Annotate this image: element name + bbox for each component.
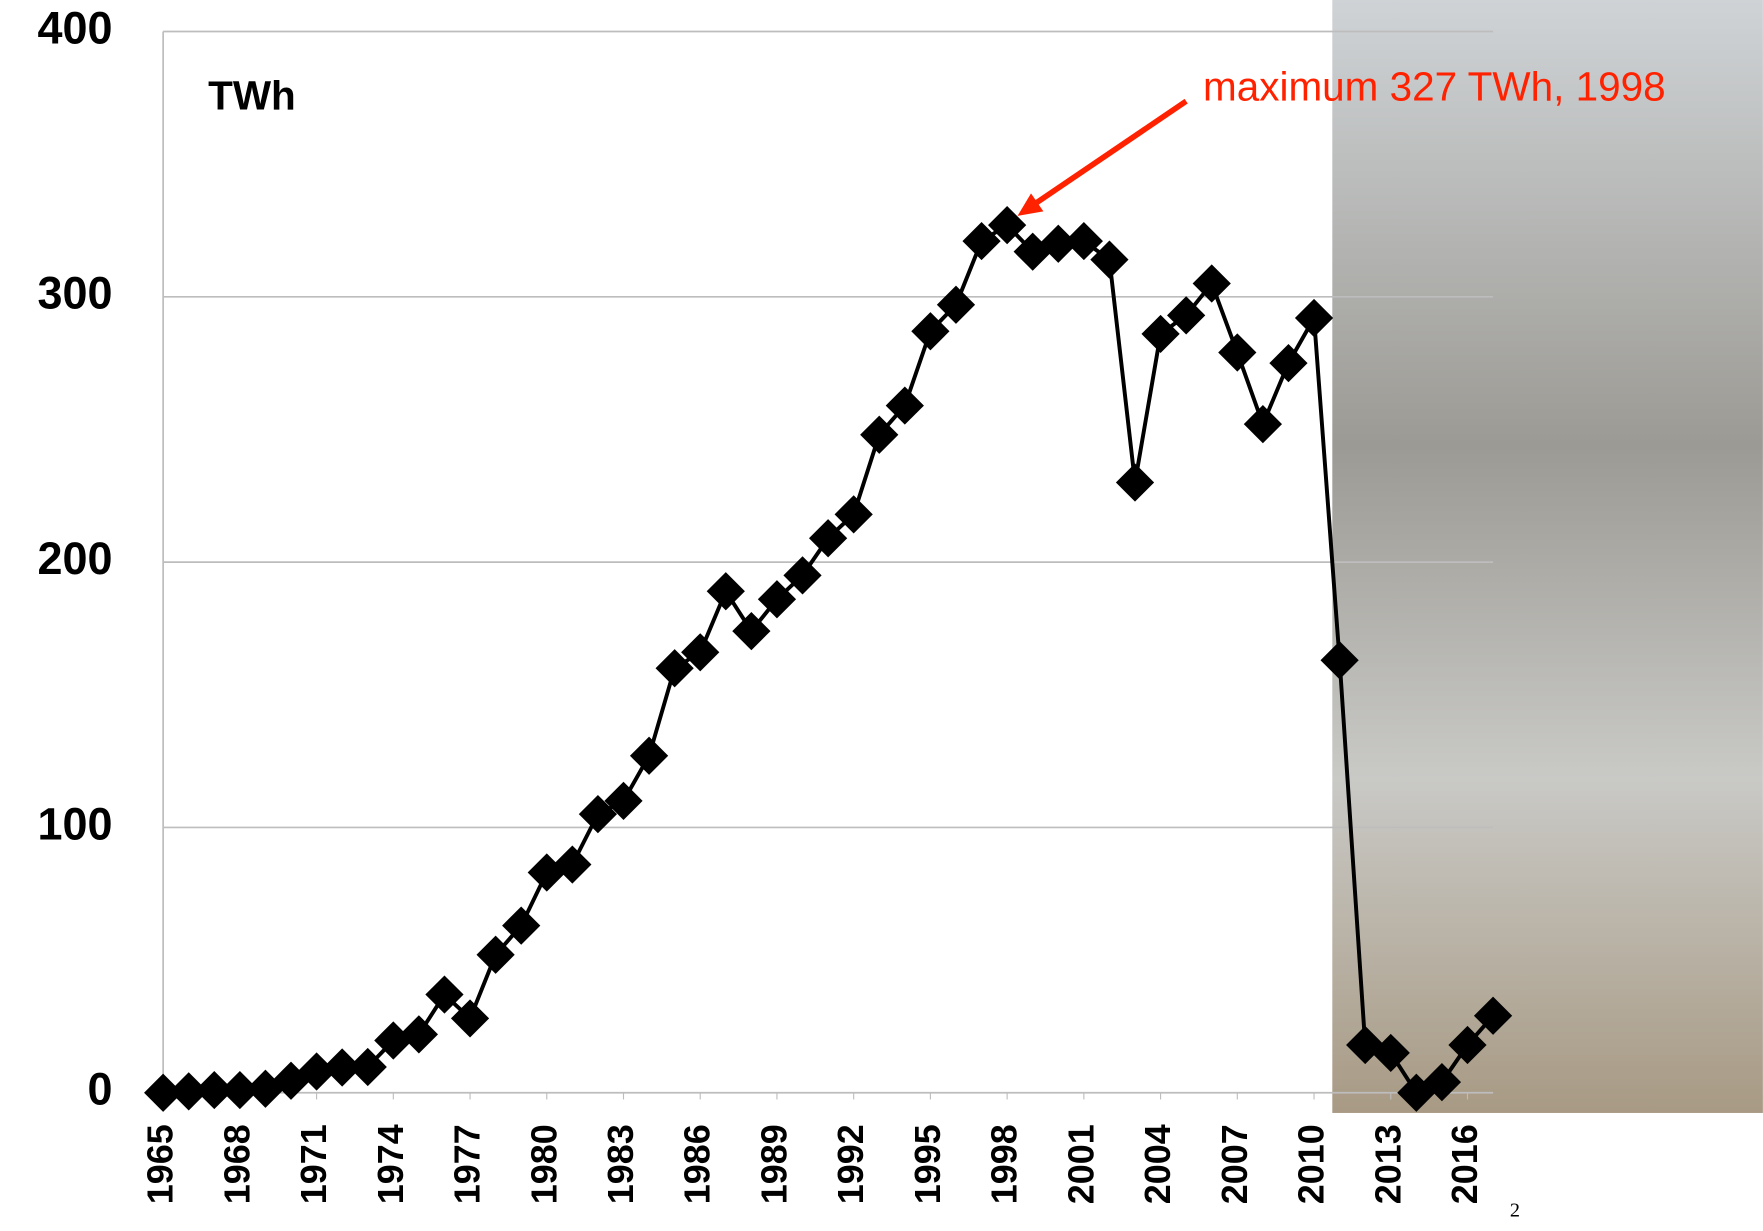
x-tick-label: 1974 <box>370 1124 411 1204</box>
page-number: 2 <box>1510 1200 1520 1222</box>
x-tick-label: 1968 <box>216 1124 257 1204</box>
data-point <box>655 649 694 688</box>
data-point <box>911 312 950 351</box>
x-tick-label: 1995 <box>907 1124 948 1204</box>
x-tick-label: 2007 <box>1214 1124 1255 1204</box>
y-tick-label: 300 <box>38 268 113 319</box>
data-point <box>732 611 771 651</box>
x-tick-label: 1980 <box>523 1124 564 1204</box>
x-tick-label: 1983 <box>600 1124 641 1204</box>
data-point <box>1422 1062 1462 1102</box>
data-point <box>1039 224 1078 263</box>
x-tick-label: 1989 <box>753 1124 794 1204</box>
data-point <box>476 935 515 974</box>
data-point <box>808 519 848 558</box>
data-point <box>629 736 669 775</box>
data-point <box>399 1015 439 1054</box>
data-point <box>834 495 873 534</box>
data-point <box>1115 463 1155 502</box>
background-photo <box>1332 0 1763 1113</box>
x-tick-label: 1977 <box>447 1124 488 1204</box>
data-point <box>1167 296 1206 335</box>
data-point <box>936 285 976 324</box>
x-tick-label: 2004 <box>1137 1124 1178 1204</box>
data-point <box>604 781 643 820</box>
data-point <box>757 580 797 619</box>
y-tick-label: 400 <box>38 2 113 53</box>
data-point <box>1218 333 1257 372</box>
annotation-arrow <box>1030 98 1188 209</box>
data-point <box>1320 641 1359 680</box>
x-tick-label: 2001 <box>1060 1124 1101 1204</box>
data-point <box>1294 298 1334 338</box>
y-tick-label: 100 <box>38 798 113 849</box>
data-point <box>706 572 745 611</box>
data-point <box>1243 405 1282 444</box>
x-tick-label: 2016 <box>1444 1124 1485 1204</box>
x-tick-label: 1992 <box>830 1124 871 1204</box>
y-tick-label: 200 <box>38 533 113 584</box>
data-point <box>425 975 464 1014</box>
annotation: maximum 327 TWh, 1998 <box>1203 64 1666 110</box>
data-point <box>527 853 566 892</box>
x-tick-label: 1986 <box>677 1124 718 1204</box>
x-tick-label: 1998 <box>984 1124 1025 1204</box>
data-point <box>988 206 1027 245</box>
arrow-head <box>1017 193 1044 216</box>
data-point <box>783 556 822 595</box>
y-tick-label: 0 <box>88 1064 113 1115</box>
data-point <box>1269 344 1308 383</box>
data-point <box>885 386 924 425</box>
unit-label: TWh <box>208 73 296 119</box>
data-point <box>578 795 618 834</box>
x-tick-label: 2010 <box>1291 1124 1332 1204</box>
x-tick-label: 1965 <box>140 1124 181 1204</box>
data-point <box>962 221 1001 261</box>
x-tick-label: 1971 <box>293 1124 334 1204</box>
data-point <box>681 633 720 672</box>
data-point <box>553 845 592 884</box>
data-point <box>169 1072 208 1111</box>
x-tick-label: 2013 <box>1367 1124 1408 1204</box>
